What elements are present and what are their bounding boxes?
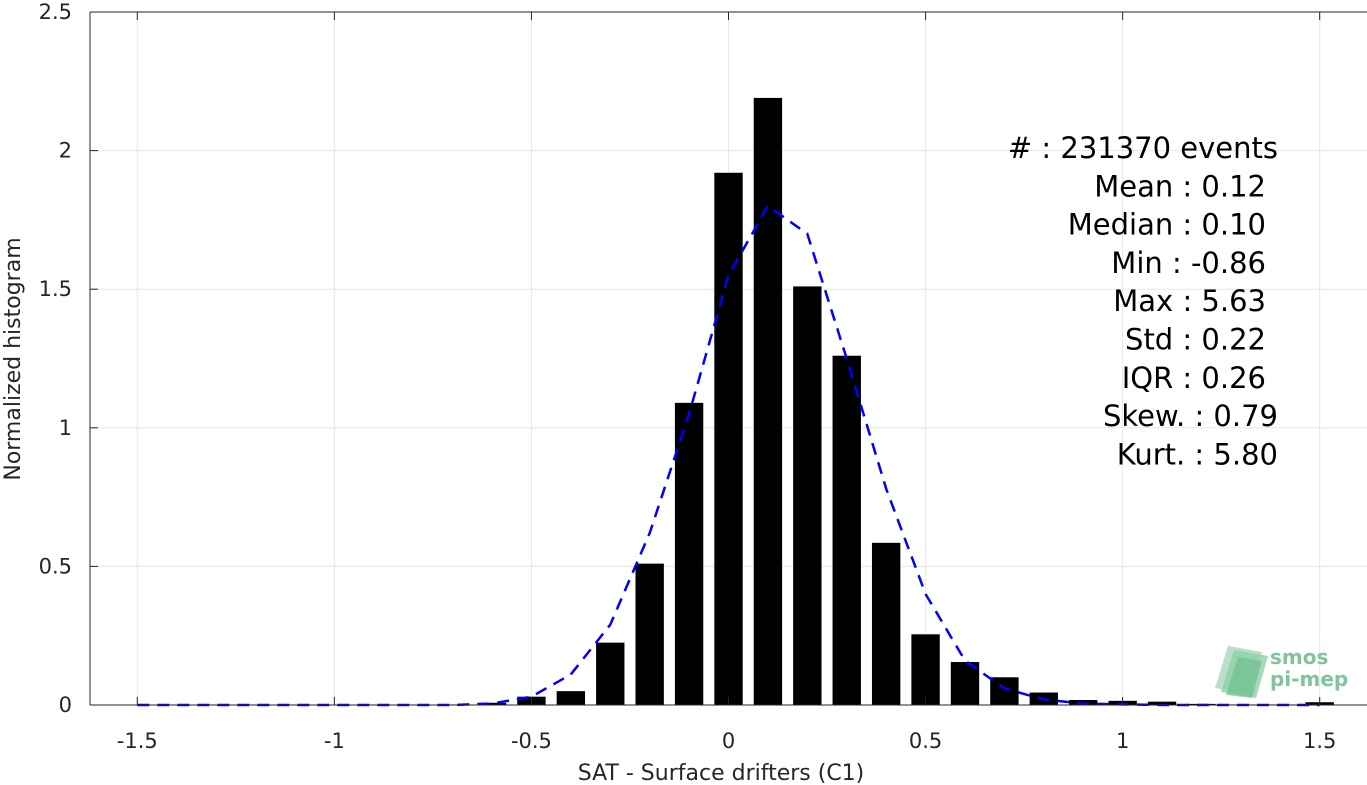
histogram-bar-19 bbox=[871, 542, 901, 705]
stat-line-7: Skew. : 0.79 bbox=[1103, 399, 1278, 433]
histogram-bar-9 bbox=[477, 702, 507, 705]
stat-line-3: Min : -0.86 bbox=[1111, 246, 1266, 280]
x-axis-label: SAT - Surface drifters (C1) bbox=[578, 761, 865, 785]
histogram-bar-26 bbox=[1147, 701, 1177, 705]
x-tick-label-3: 0 bbox=[722, 729, 735, 753]
x-tick-label-0: -1.5 bbox=[117, 729, 158, 753]
histogram-bar-13 bbox=[635, 563, 664, 705]
x-tick-label-4: 0.5 bbox=[909, 729, 942, 753]
histogram-bar-18 bbox=[832, 355, 861, 705]
histogram-bar-20 bbox=[911, 634, 940, 705]
stat-line-8: Kurt. : 5.80 bbox=[1117, 437, 1278, 471]
axes bbox=[89, 11, 1367, 706]
stat-line-4: Max : 5.63 bbox=[1113, 284, 1266, 318]
histogram-bar-16 bbox=[753, 97, 783, 705]
histogram-bar-17 bbox=[793, 286, 822, 705]
tick-labels: -1.5 -1 -0.5 0 0.5 1 1.5 0 0.5 1 1.5 2 2.5 bbox=[39, 0, 1337, 753]
y-tick-label-5: 2.5 bbox=[39, 0, 72, 24]
stat-line-1: Mean : 0.12 bbox=[1094, 169, 1266, 203]
smos-pi-mep-logo: smos pi-mep bbox=[1215, 645, 1348, 698]
x-tick-label-2: -0.5 bbox=[511, 729, 552, 753]
histogram-bar-14 bbox=[674, 402, 704, 705]
histogram-bar-22 bbox=[990, 677, 1019, 705]
logo-text-smos: smos bbox=[1270, 645, 1328, 669]
y-axis-label: Normalized histogram bbox=[1, 237, 26, 480]
histogram-bar-15 bbox=[714, 172, 743, 705]
y-tick-label-1: 0.5 bbox=[39, 554, 72, 578]
x-tick-label-1: -1 bbox=[324, 729, 345, 753]
statistics-annotation: # : 231370 events Mean : 0.12 Median : 0.1… bbox=[1008, 131, 1278, 471]
stat-line-6: IQR : 0.26 bbox=[1122, 361, 1266, 395]
x-tick-label-5: 1 bbox=[1116, 729, 1129, 753]
logo-mark-icon bbox=[1215, 646, 1268, 698]
stat-line-5: Std : 0.22 bbox=[1125, 323, 1266, 357]
x-tick-label-6: 1.5 bbox=[1303, 729, 1336, 753]
logo-text-pi-mep: pi-mep bbox=[1270, 667, 1348, 691]
y-tick-label-3: 1.5 bbox=[39, 277, 72, 301]
bars bbox=[438, 97, 1334, 705]
stat-line-2: Median : 0.10 bbox=[1068, 208, 1266, 242]
histogram-bar-12 bbox=[596, 642, 625, 705]
histogram-bar-11 bbox=[556, 691, 586, 705]
stat-line-0: # : 231370 events bbox=[1008, 131, 1278, 165]
histogram-bar-21 bbox=[950, 662, 980, 705]
y-tick-label-2: 1 bbox=[59, 416, 72, 440]
y-tick-label-4: 2 bbox=[59, 139, 72, 163]
y-tick-label-0: 0 bbox=[59, 693, 72, 717]
